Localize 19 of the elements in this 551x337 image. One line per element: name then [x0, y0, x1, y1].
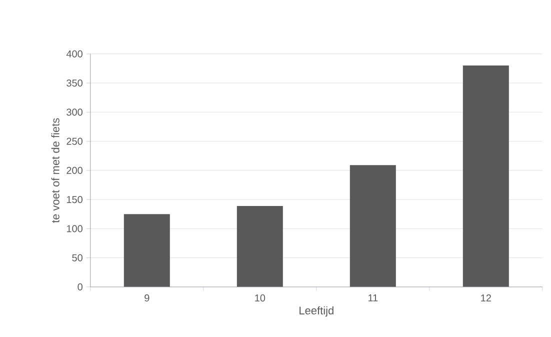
bar: [462, 66, 509, 287]
y-tick-label: 250: [66, 138, 82, 145]
bar: [350, 165, 396, 287]
y-axis-title: te voet of met de fiets: [51, 118, 60, 223]
y-tick-label: 50: [72, 254, 82, 262]
x-tick-label: 12: [481, 294, 491, 302]
x-tick-label: 9: [144, 294, 150, 302]
bar: [236, 206, 283, 287]
y-tick-label: 150: [66, 196, 82, 204]
y-tick-label: 0: [78, 283, 82, 290]
x-axis-title: Leeftijd: [300, 306, 334, 317]
x-tick-label: 11: [368, 294, 378, 302]
x-tick-label: 10: [255, 294, 266, 302]
bar: [124, 214, 170, 287]
y-tick-label: 350: [66, 79, 82, 87]
y-tick-label: 200: [66, 166, 82, 174]
y-tick-label: 300: [66, 108, 82, 116]
y-tick-label: 400: [66, 50, 82, 58]
y-tick-label: 100: [66, 225, 82, 232]
